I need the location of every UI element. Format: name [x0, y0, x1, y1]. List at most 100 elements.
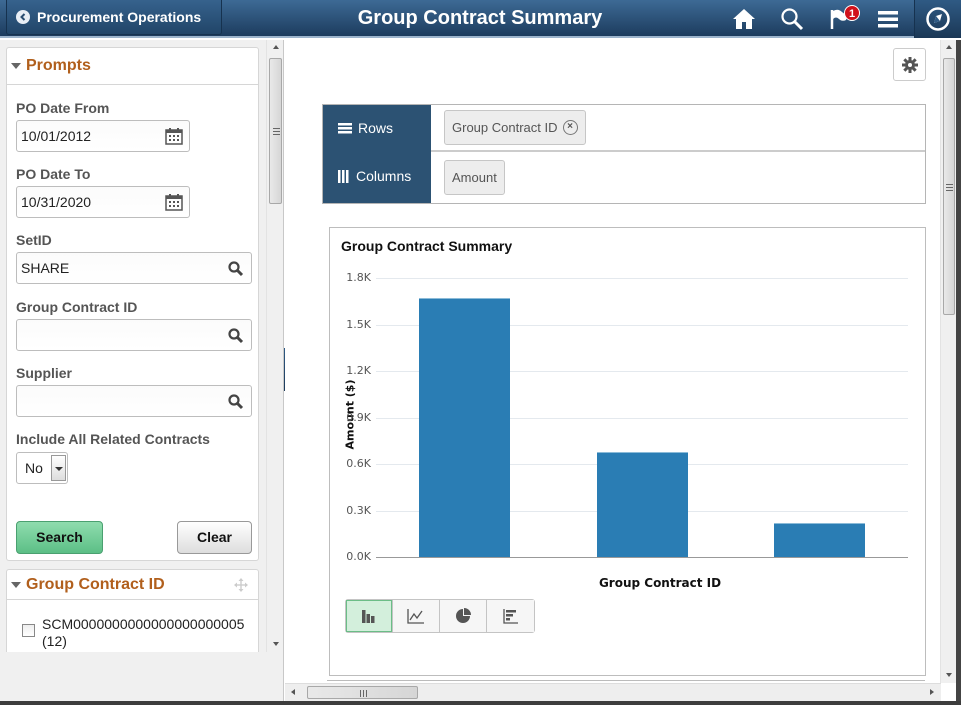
scroll-up-arrow-icon[interactable] — [946, 45, 952, 49]
home-button[interactable] — [728, 4, 760, 34]
bar-chart-button[interactable] — [346, 600, 393, 632]
columns-drop-zone[interactable]: Amount — [431, 154, 925, 203]
chart-bar[interactable] — [419, 297, 511, 557]
chart-bar[interactable] — [773, 523, 865, 557]
lookup-search-icon[interactable] — [227, 327, 245, 345]
scroll-down-arrow-icon[interactable] — [273, 642, 279, 646]
gridline — [376, 278, 908, 279]
gridline — [376, 371, 908, 372]
banner: Procurement Operations Group Contract Su… — [0, 0, 961, 38]
navbar-compass-icon — [926, 7, 950, 31]
calendar-icon[interactable] — [165, 127, 183, 145]
y-tick-label: 1.8K — [346, 271, 371, 284]
line-chart-button[interactable] — [393, 600, 440, 632]
window-edge — [956, 40, 961, 701]
notification-badge: 1 — [844, 5, 860, 21]
pivot-grid-config: Rows Columns Group Contract ID × Amount — [322, 104, 926, 204]
columns-axis-label[interactable]: Columns — [338, 168, 411, 184]
search-button[interactable]: Search — [16, 521, 103, 554]
dropdown-arrow-icon — [51, 455, 66, 481]
collapse-triangle-icon — [11, 581, 21, 588]
page-title: Group Contract Summary — [357, 7, 603, 29]
scrollbar-thumb[interactable] — [943, 58, 955, 315]
chevron-left-icon — [16, 10, 30, 24]
gear-icon — [901, 56, 918, 73]
back-button-label: Procurement Operations — [37, 9, 202, 25]
scrollbar-thumb[interactable] — [269, 58, 282, 204]
scroll-right-arrow-icon[interactable] — [930, 689, 934, 695]
po-date-to-input[interactable]: 10/31/2020 — [16, 186, 190, 218]
calendar-icon[interactable] — [165, 193, 183, 211]
navbar-button[interactable] — [914, 0, 961, 38]
pivot-axis-labels: Rows Columns — [323, 105, 431, 203]
settings-button[interactable] — [893, 48, 926, 81]
horizontal-scrollbar[interactable] — [285, 683, 941, 701]
column-field-chip[interactable]: Amount — [444, 160, 505, 195]
collapse-triangle-icon — [11, 63, 21, 69]
y-tick-label: 0.0K — [346, 550, 371, 563]
horizontal-bar-chart-button[interactable] — [487, 600, 534, 632]
facet-item-id: SCM0000000000000000000005 — [42, 616, 245, 632]
main-content: Rows Columns Group Contract ID × Amount — [285, 40, 940, 683]
notifications-button[interactable]: 1 — [826, 4, 862, 34]
horizontal-bar-chart-icon — [502, 609, 518, 624]
prompts-header[interactable]: Prompts — [7, 48, 258, 85]
supplier-input[interactable] — [16, 385, 252, 417]
rows-label-text: Rows — [358, 120, 394, 136]
facet-title: Group Contract ID — [26, 575, 165, 593]
scrollbar-thumb[interactable] — [307, 686, 418, 699]
back-button[interactable]: Procurement Operations — [6, 0, 222, 35]
y-tick-label: 1.5K — [346, 317, 371, 331]
lookup-search-icon[interactable] — [227, 393, 245, 411]
setid-input[interactable]: SHARE — [16, 252, 252, 284]
include-related-value: No — [25, 460, 43, 476]
left-panel-scrollbar[interactable] — [266, 40, 283, 652]
facet-header[interactable]: Group Contract ID — [7, 570, 258, 600]
y-tick-label: 0.6K — [346, 457, 371, 470]
rows-axis-label[interactable]: Rows — [338, 120, 393, 136]
pie-chart-button[interactable] — [440, 600, 487, 632]
group-contract-id-input[interactable] — [16, 319, 252, 351]
home-icon — [733, 9, 755, 29]
actions-menu-button[interactable] — [872, 4, 904, 34]
chart-title: Group Contract Summary — [341, 238, 513, 254]
line-chart-icon — [407, 609, 424, 624]
clear-button[interactable]: Clear — [177, 521, 252, 554]
scroll-left-arrow-icon[interactable] — [291, 689, 295, 695]
lookup-search-icon[interactable] — [227, 260, 245, 278]
x-axis-line — [376, 557, 908, 558]
y-tick-label: 0.3K — [346, 503, 371, 517]
prompts-title: Prompts — [26, 57, 91, 74]
prompts-section: Prompts PO Date From 10/01/2012 PO Date … — [6, 47, 259, 561]
setid-value: SHARE — [21, 260, 70, 276]
chart-bar[interactable] — [596, 452, 688, 557]
include-related-select[interactable]: No — [16, 452, 68, 484]
search-icon — [781, 8, 804, 31]
po-date-from-value: 10/01/2012 — [21, 128, 92, 144]
chart-type-toggle — [345, 599, 535, 633]
remove-circle-x-icon[interactable]: × — [562, 120, 578, 135]
notification-flag-icon — [830, 9, 848, 29]
group-contract-id-facet: Group Contract ID SCM0000000000000000000… — [6, 569, 259, 652]
facet-item-checkbox[interactable] — [22, 624, 35, 637]
chart-card: Group Contract Summary Amount ($) 0.0K 0.… — [329, 227, 926, 676]
x-axis-label: Group Contract ID — [598, 576, 722, 590]
scroll-down-arrow-icon[interactable] — [946, 673, 952, 677]
row-field-chip[interactable]: Group Contract ID × — [444, 110, 586, 145]
include-related-label: Include All Related Contracts — [16, 431, 210, 447]
row-field-label: Group Contract ID — [452, 120, 558, 135]
y-tick-label: 0.9K — [346, 410, 371, 424]
left-panel: Prompts PO Date From 10/01/2012 PO Date … — [0, 40, 284, 705]
gridline — [376, 417, 908, 419]
setid-label: SetID — [16, 232, 52, 248]
drag-move-icon[interactable] — [234, 578, 248, 592]
search-button[interactable] — [776, 4, 808, 34]
divider — [327, 680, 925, 681]
po-date-from-input[interactable]: 10/01/2012 — [16, 120, 190, 152]
rows-drop-zone[interactable]: Group Contract ID × — [431, 105, 925, 152]
po-date-from-label: PO Date From — [16, 100, 110, 116]
main-scrollbar[interactable] — [940, 40, 956, 683]
window-edge — [0, 701, 961, 705]
scroll-up-arrow-icon[interactable] — [273, 45, 279, 49]
